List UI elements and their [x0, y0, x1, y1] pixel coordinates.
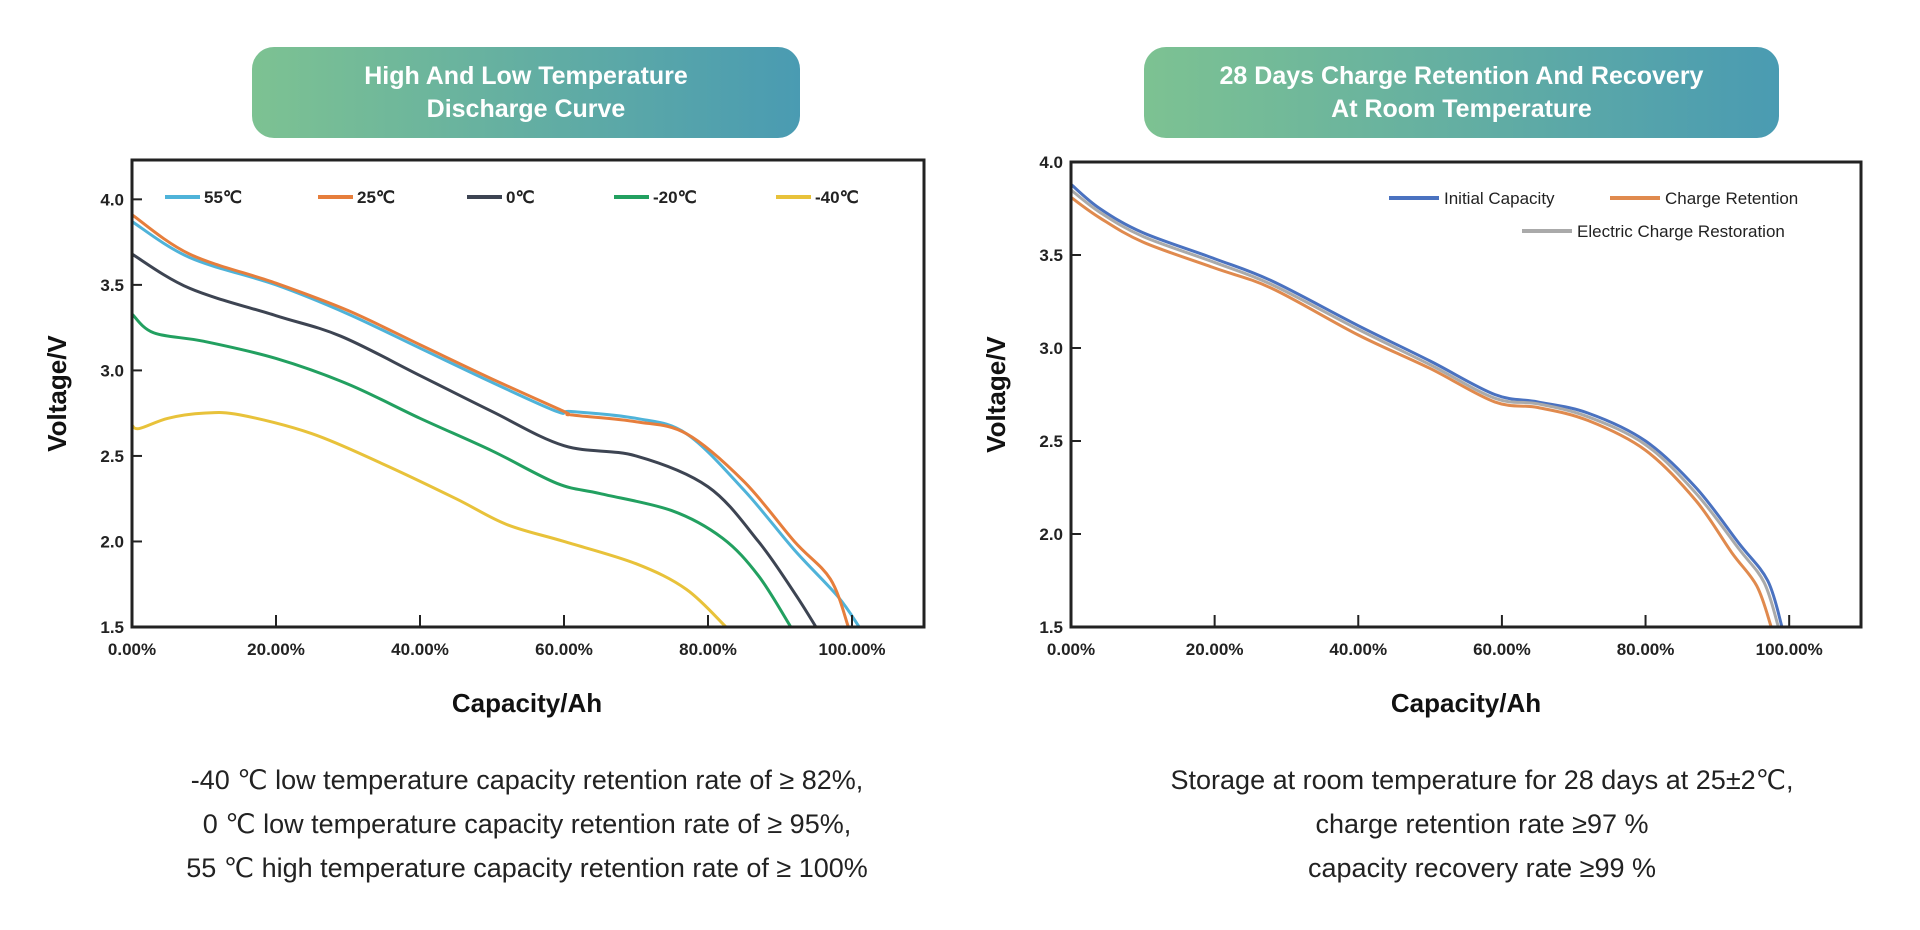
- caption-left: -40 ℃ low temperature capacity retention…: [127, 758, 927, 890]
- legend-label: Charge Retention: [1665, 189, 1798, 208]
- legend-label: Electric Charge Restoration: [1577, 222, 1785, 241]
- y-tick-label: 2.0: [1039, 525, 1063, 544]
- y-axis-title: Voltage/V: [981, 336, 1011, 453]
- caption-line: 0 ℃ low temperature capacity retention r…: [202, 809, 852, 839]
- x-tick-label: 40.00%: [391, 640, 449, 659]
- legend-label: -40℃: [815, 188, 859, 207]
- x-tick-label: 100.00%: [1756, 640, 1823, 659]
- title-line: 28 Days Charge Retention And Recovery: [1219, 61, 1704, 90]
- caption-line: Storage at room temperature for 28 days …: [1170, 765, 1794, 795]
- caption-line: -40 ℃ low temperature capacity retention…: [190, 765, 864, 795]
- y-tick-label: 2.5: [1039, 432, 1063, 451]
- x-tick-label: 40.00%: [1329, 640, 1387, 659]
- series-line-0-0: [131, 220, 861, 628]
- y-tick-label: 4.0: [100, 190, 124, 209]
- series-line-1-0: [1070, 183, 1784, 628]
- x-tick-label: 60.00%: [1473, 640, 1531, 659]
- caption-line: 55 ℃ high temperature capacity retention…: [186, 853, 868, 883]
- caption-right: Storage at room temperature for 28 days …: [1082, 758, 1882, 890]
- x-tick-label: 20.00%: [247, 640, 305, 659]
- series-line-0-1: [131, 213, 850, 628]
- y-tick-label: 4.0: [1039, 153, 1063, 172]
- y-axis-title: Voltage/V: [42, 335, 72, 452]
- series-line-1-1: [1070, 196, 1773, 628]
- title-line: Discharge Curve: [426, 94, 626, 123]
- legend-label: Initial Capacity: [1444, 189, 1555, 208]
- y-tick-label: 3.0: [1039, 339, 1063, 358]
- title-line: High And Low Temperature: [364, 61, 688, 90]
- plot-frame: [130, 158, 926, 629]
- x-tick-label: 80.00%: [679, 640, 737, 659]
- panel-title-left: High And Low Temperature Discharge Curve: [252, 47, 800, 138]
- y-tick-label: 3.0: [100, 361, 124, 380]
- x-tick-label: 80.00%: [1617, 640, 1675, 659]
- title-line: At Room Temperature: [1331, 94, 1592, 123]
- series-line-0-2: [131, 252, 818, 628]
- y-tick-label: 2.0: [100, 532, 124, 551]
- x-tick-label: 100.00%: [818, 640, 885, 659]
- caption-line: capacity recovery rate ≥99 %: [1308, 853, 1656, 883]
- series-line-0-4: [131, 411, 728, 629]
- x-axis-title: Capacity/Ah: [452, 688, 602, 718]
- y-tick-label: 3.5: [100, 276, 124, 295]
- series-line-1-2: [1070, 188, 1780, 628]
- y-tick-label: 1.5: [100, 618, 124, 637]
- legend-label: 25℃: [357, 188, 395, 207]
- panel-title-right: 28 Days Charge Retention And Recovery At…: [1144, 47, 1779, 138]
- y-tick-label: 3.5: [1039, 246, 1063, 265]
- y-tick-label: 1.5: [1039, 618, 1063, 637]
- x-tick-label: 0.00%: [108, 640, 156, 659]
- x-axis-title: Capacity/Ah: [1391, 688, 1541, 718]
- y-tick-label: 2.5: [100, 447, 124, 466]
- plot-frame: [1069, 160, 1863, 629]
- legend-label: 55℃: [204, 188, 242, 207]
- x-tick-label: 0.00%: [1047, 640, 1095, 659]
- caption-line: charge retention rate ≥97 %: [1315, 809, 1649, 839]
- legend-label: 0℃: [506, 188, 535, 207]
- legend-label: -20℃: [653, 188, 697, 207]
- x-tick-label: 20.00%: [1186, 640, 1244, 659]
- series-line-0-3: [130, 312, 793, 628]
- x-tick-label: 60.00%: [535, 640, 593, 659]
